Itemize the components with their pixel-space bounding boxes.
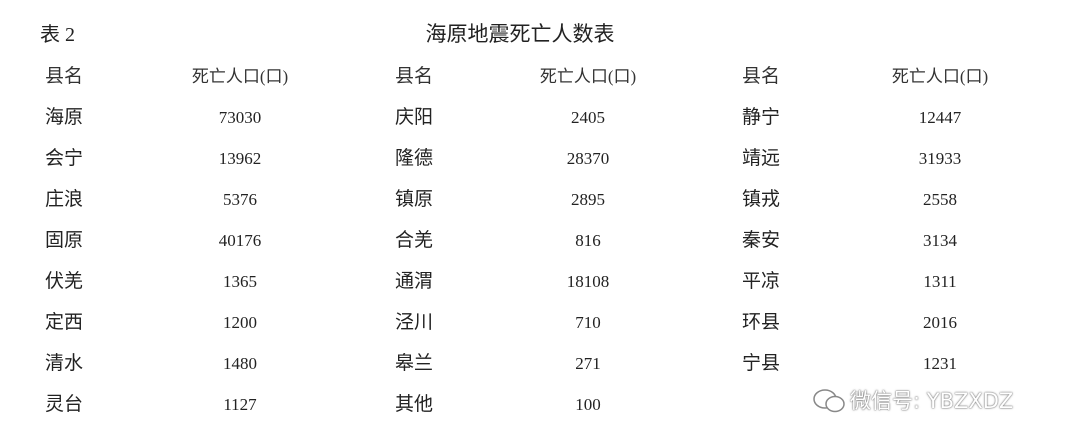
county-name: 海原 bbox=[45, 107, 84, 128]
column-header: 死亡人口(口) bbox=[191, 67, 289, 86]
death-count: 100 bbox=[575, 395, 601, 414]
table-label: 表 2 bbox=[40, 24, 75, 46]
county-name: 定西 bbox=[45, 312, 84, 333]
county-name: 合羌 bbox=[395, 230, 434, 251]
death-count: 28370 bbox=[566, 149, 610, 168]
column-header: 县名 bbox=[742, 66, 781, 87]
death-count: 3134 bbox=[923, 231, 957, 250]
county-name: 环县 bbox=[742, 312, 781, 333]
watermark: 微信号: YBZXDZ bbox=[850, 389, 1014, 413]
county-name: 秦安 bbox=[742, 230, 781, 251]
county-name: 通渭 bbox=[395, 271, 434, 292]
column-header: 县名 bbox=[45, 66, 84, 87]
death-count: 2405 bbox=[571, 108, 605, 127]
column-header: 死亡人口(口) bbox=[891, 67, 989, 86]
death-count: 13962 bbox=[218, 149, 262, 168]
death-count: 816 bbox=[575, 231, 601, 250]
death-count: 1200 bbox=[223, 313, 257, 332]
county-name: 隆德 bbox=[395, 148, 434, 169]
county-name: 会宁 bbox=[45, 148, 84, 169]
county-name: 灵台 bbox=[45, 394, 84, 415]
county-name: 镇戎 bbox=[742, 189, 781, 210]
watermark-icon bbox=[813, 389, 845, 413]
death-count: 31933 bbox=[918, 149, 962, 168]
death-count: 2895 bbox=[571, 190, 605, 209]
column-header: 死亡人口(口) bbox=[539, 67, 637, 86]
death-count: 1480 bbox=[223, 354, 257, 373]
death-count: 73030 bbox=[218, 108, 262, 127]
death-count: 271 bbox=[575, 354, 601, 373]
death-count: 18108 bbox=[566, 272, 610, 291]
county-name: 平凉 bbox=[742, 271, 781, 292]
death-count: 1365 bbox=[223, 272, 257, 291]
county-name: 伏羌 bbox=[45, 271, 84, 292]
column-header: 县名 bbox=[395, 66, 434, 87]
death-count: 12447 bbox=[918, 108, 962, 127]
county-name: 靖远 bbox=[742, 148, 781, 169]
death-count: 2558 bbox=[923, 190, 957, 209]
county-name: 宁县 bbox=[742, 353, 781, 374]
death-count: 1231 bbox=[923, 354, 957, 373]
county-name: 泾川 bbox=[395, 312, 434, 333]
death-count: 40176 bbox=[218, 231, 262, 250]
county-name: 庆阳 bbox=[395, 107, 434, 128]
death-count: 1127 bbox=[223, 395, 257, 414]
death-count: 5376 bbox=[223, 190, 257, 209]
county-name: 清水 bbox=[45, 353, 84, 374]
death-count: 710 bbox=[575, 313, 601, 332]
table-title: 海原地震死亡人数表 bbox=[425, 22, 615, 46]
death-count: 1311 bbox=[923, 272, 957, 291]
death-count: 2016 bbox=[923, 313, 957, 332]
county-name: 镇原 bbox=[395, 189, 434, 210]
county-name: 庄浪 bbox=[45, 189, 84, 210]
county-name: 静宁 bbox=[742, 107, 781, 128]
county-name: 皋兰 bbox=[395, 353, 434, 374]
county-name: 固原 bbox=[45, 230, 84, 251]
county-name: 其他 bbox=[395, 394, 434, 415]
